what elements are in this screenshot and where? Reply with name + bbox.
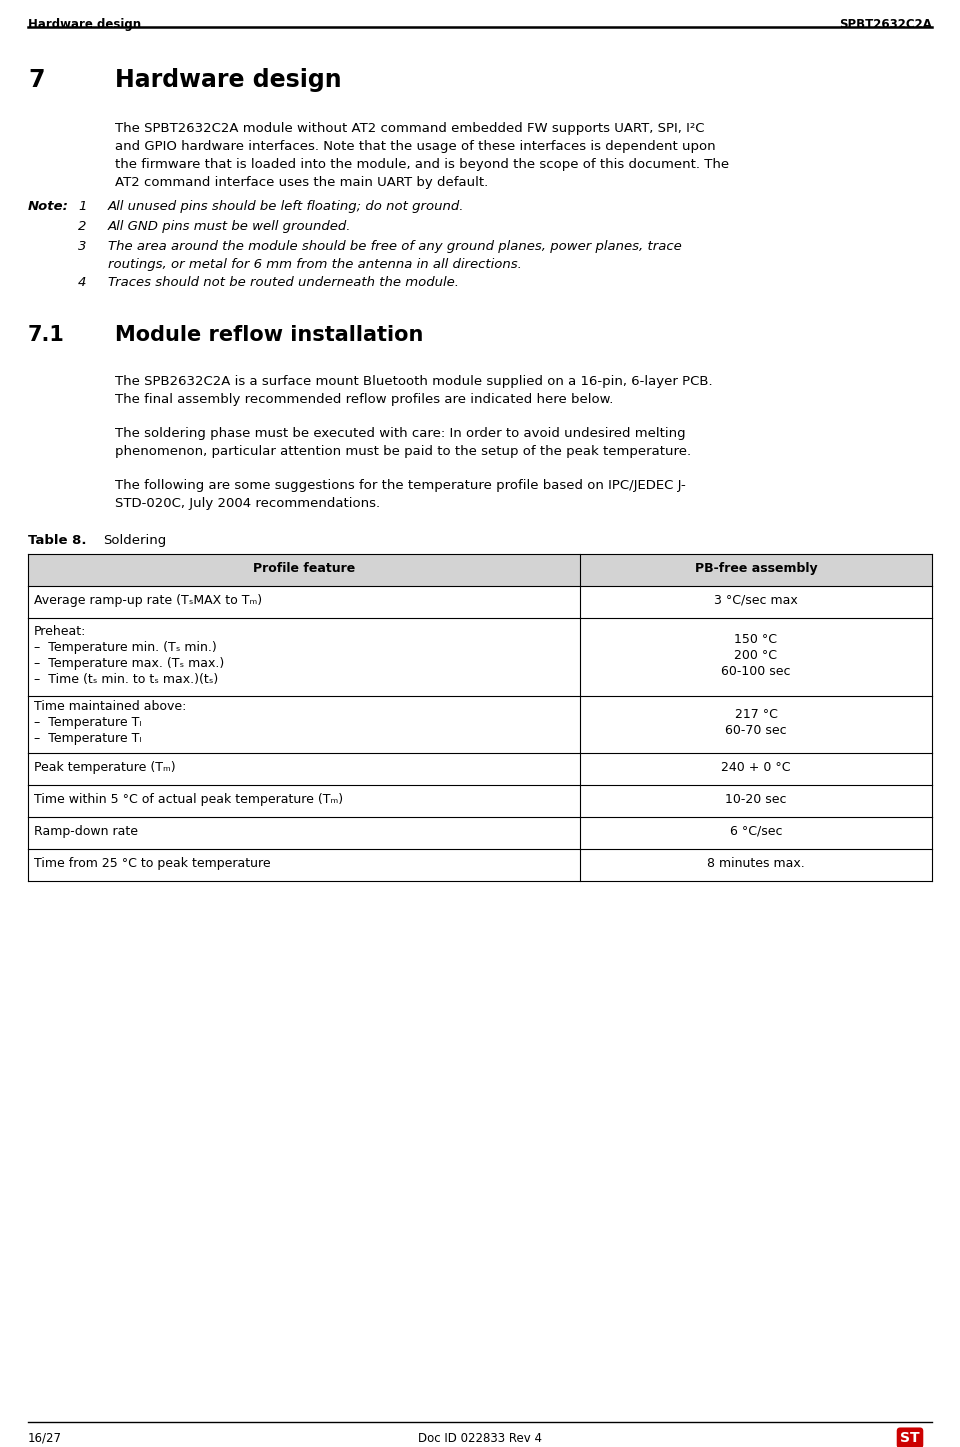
Text: –  Time (tₛ min. to tₛ max.)(tₛ): – Time (tₛ min. to tₛ max.)(tₛ) [34,673,218,686]
Text: –  Temperature min. (Tₛ min.): – Temperature min. (Tₛ min.) [34,641,217,654]
Text: Preheat:: Preheat: [34,625,86,638]
Text: All unused pins should be left floating; do not ground.: All unused pins should be left floating;… [108,200,465,213]
Text: Average ramp-up rate (TₛMAX to Tₘ): Average ramp-up rate (TₛMAX to Tₘ) [34,593,262,606]
Text: Time from 25 °C to peak temperature: Time from 25 °C to peak temperature [34,857,271,870]
Text: ST: ST [900,1431,920,1446]
Text: –  Temperature Tₗ: – Temperature Tₗ [34,732,141,745]
Text: 4: 4 [78,276,86,289]
Text: 150 °C: 150 °C [734,632,778,645]
Text: 2: 2 [78,220,86,233]
Text: 16/27: 16/27 [28,1433,62,1446]
Text: The final assembly recommended reflow profiles are indicated here below.: The final assembly recommended reflow pr… [115,394,613,407]
Text: The following are some suggestions for the temperature profile based on IPC/JEDE: The following are some suggestions for t… [115,479,685,492]
Text: 10-20 sec: 10-20 sec [725,793,787,806]
Text: 8 minutes max.: 8 minutes max. [708,857,804,870]
Text: 60-70 sec: 60-70 sec [725,725,787,738]
Text: Doc ID 022833 Rev 4: Doc ID 022833 Rev 4 [418,1433,542,1446]
Text: Ramp-down rate: Ramp-down rate [34,825,138,838]
Text: 60-100 sec: 60-100 sec [721,666,791,679]
Text: –  Temperature Tₗ: – Temperature Tₗ [34,716,141,729]
Text: and GPIO hardware interfaces. Note that the usage of these interfaces is depende: and GPIO hardware interfaces. Note that … [115,140,715,153]
Text: AT2 command interface uses the main UART by default.: AT2 command interface uses the main UART… [115,177,489,190]
Text: The area around the module should be free of any ground planes, power planes, tr: The area around the module should be fre… [108,240,682,253]
Text: 7: 7 [28,68,44,93]
FancyBboxPatch shape [28,554,932,586]
Text: PB-free assembly: PB-free assembly [695,561,817,574]
Text: the firmware that is loaded into the module, and is beyond the scope of this doc: the firmware that is loaded into the mod… [115,158,730,171]
Text: 3: 3 [78,240,86,253]
Text: STD-020C, July 2004 recommendations.: STD-020C, July 2004 recommendations. [115,496,380,509]
Text: Peak temperature (Tₘ): Peak temperature (Tₘ) [34,761,176,774]
Text: Profile feature: Profile feature [252,561,355,574]
Text: SPBT2632C2A: SPBT2632C2A [839,17,932,30]
Text: Traces should not be routed underneath the module.: Traces should not be routed underneath t… [108,276,459,289]
Text: Hardware design: Hardware design [115,68,342,93]
Text: Time within 5 °C of actual peak temperature (Tₘ): Time within 5 °C of actual peak temperat… [34,793,343,806]
Text: 3 °C/sec max: 3 °C/sec max [714,593,798,606]
Text: routings, or metal for 6 mm from the antenna in all directions.: routings, or metal for 6 mm from the ant… [108,258,522,271]
Text: Time maintained above:: Time maintained above: [34,700,186,713]
Text: 200 °C: 200 °C [734,648,778,661]
Text: 240 + 0 °C: 240 + 0 °C [721,761,791,774]
Text: 217 °C: 217 °C [734,709,778,722]
Text: –  Temperature max. (Tₛ max.): – Temperature max. (Tₛ max.) [34,657,225,670]
Text: phenomenon, particular attention must be paid to the setup of the peak temperatu: phenomenon, particular attention must be… [115,446,691,459]
Text: The SPBT2632C2A module without AT2 command embedded FW supports UART, SPI, I²C: The SPBT2632C2A module without AT2 comma… [115,122,705,135]
Text: Note:: Note: [28,200,69,213]
Text: The soldering phase must be executed with care: In order to avoid undesired melt: The soldering phase must be executed wit… [115,427,685,440]
Text: Hardware design: Hardware design [28,17,141,30]
Text: The SPB2632C2A is a surface mount Bluetooth module supplied on a 16-pin, 6-layer: The SPB2632C2A is a surface mount Blueto… [115,375,712,388]
Text: Module reflow installation: Module reflow installation [115,326,423,344]
Text: All GND pins must be well grounded.: All GND pins must be well grounded. [108,220,351,233]
Text: 7.1: 7.1 [28,326,65,344]
Text: 6 °C/sec: 6 °C/sec [730,825,782,838]
Text: 1: 1 [78,200,86,213]
Text: Soldering: Soldering [103,534,166,547]
Text: Table 8.: Table 8. [28,534,86,547]
